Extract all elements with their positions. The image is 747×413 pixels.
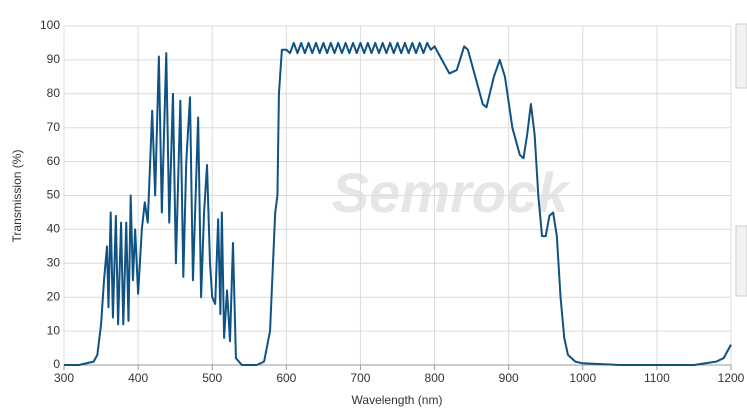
x-tick-label: 1000 <box>569 371 596 385</box>
x-tick-label: 800 <box>425 371 445 385</box>
data-line <box>64 41 732 366</box>
x-tick-label: 1200 <box>718 371 745 385</box>
y-tick-label: 20 <box>47 289 61 303</box>
y-tick-label: 80 <box>47 86 61 100</box>
x-tick-label: 300 <box>54 371 74 385</box>
y-tick-label: 70 <box>47 120 61 134</box>
y-tick-label: 40 <box>47 222 61 236</box>
side-panel <box>735 225 747 297</box>
x-tick-label: 600 <box>276 371 296 385</box>
side-panel <box>735 23 747 89</box>
y-tick-label: 60 <box>47 154 61 168</box>
x-tick-label: 400 <box>128 371 148 385</box>
x-tick-label: 900 <box>499 371 519 385</box>
x-tick-label: 700 <box>350 371 370 385</box>
y-axis-label: Transmission (%) <box>10 150 24 243</box>
y-tick-label: 30 <box>47 255 61 269</box>
y-tick-label: 10 <box>47 323 61 337</box>
x-axis-label: Wavelength (nm) <box>352 393 443 407</box>
watermark: Semrock <box>332 161 571 224</box>
y-tick-label: 90 <box>47 52 61 66</box>
x-tick-label: 500 <box>202 371 222 385</box>
y-tick-label: 100 <box>40 18 60 32</box>
x-tick-label: 1100 <box>644 371 670 385</box>
y-tick-label: 50 <box>47 188 61 202</box>
y-tick-label: 0 <box>53 357 60 371</box>
